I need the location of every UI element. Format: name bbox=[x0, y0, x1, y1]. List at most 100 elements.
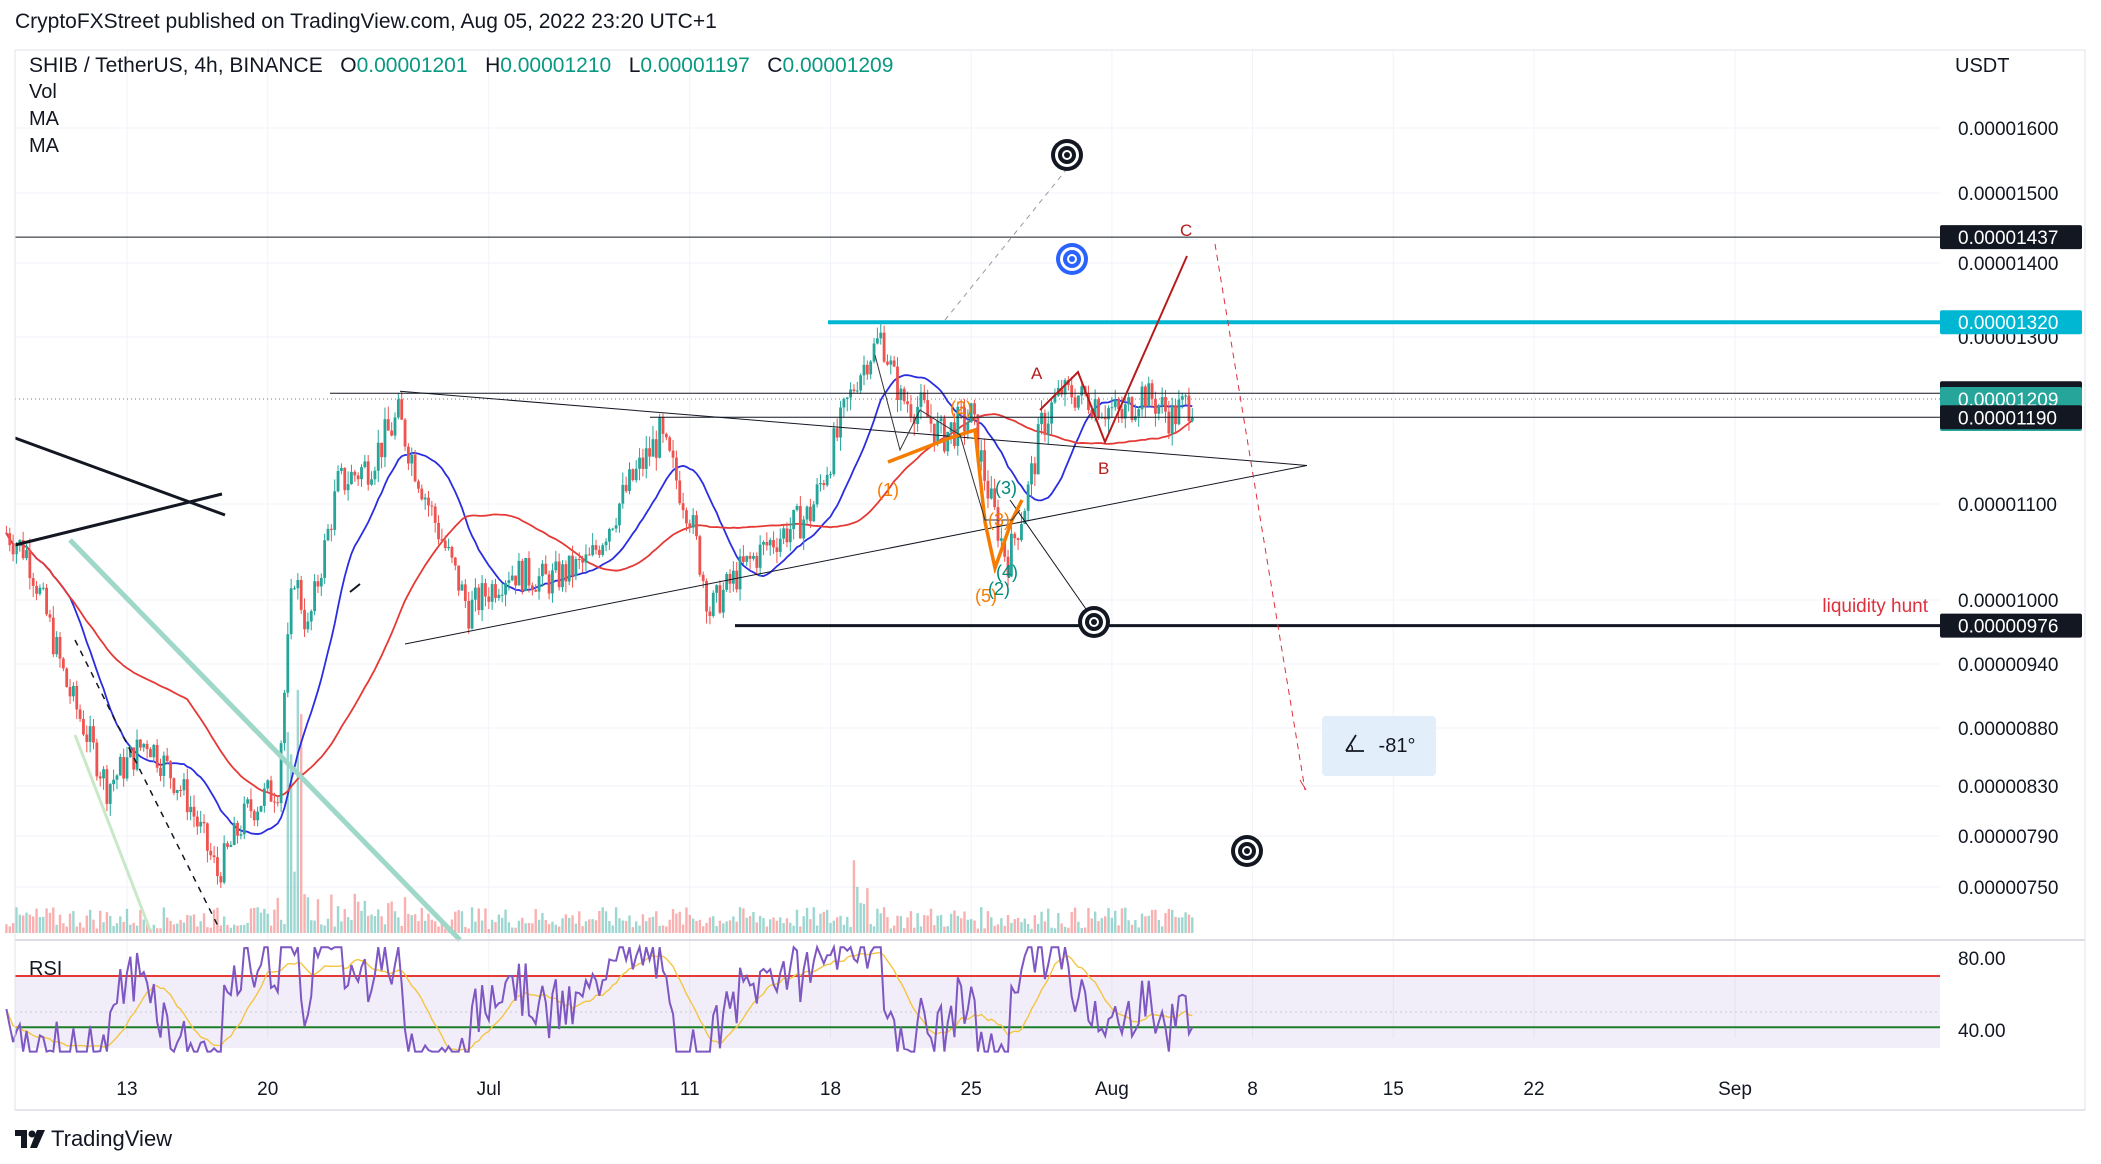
candle-body bbox=[1147, 383, 1151, 407]
candle-body bbox=[192, 806, 196, 817]
candle-body bbox=[983, 450, 986, 481]
volume-bar bbox=[722, 923, 725, 933]
volume-bar bbox=[601, 907, 604, 933]
volume-bar bbox=[980, 907, 983, 933]
candle-body bbox=[400, 399, 404, 420]
volume-bar bbox=[155, 928, 159, 933]
candle-body bbox=[742, 556, 745, 562]
candle-body bbox=[480, 583, 484, 611]
candle-body bbox=[430, 505, 434, 507]
candle-body bbox=[969, 403, 973, 423]
candle-body bbox=[959, 406, 963, 408]
volume-bar bbox=[326, 918, 330, 933]
volume-bar bbox=[1104, 916, 1107, 933]
candle-body bbox=[725, 573, 729, 590]
volume-bar bbox=[631, 927, 635, 933]
candle-body bbox=[611, 528, 615, 530]
volume-bar bbox=[340, 921, 343, 933]
volume-bar bbox=[62, 923, 65, 933]
candle-body bbox=[577, 558, 581, 560]
candle-body bbox=[1013, 533, 1017, 539]
candle-body bbox=[373, 470, 377, 480]
ma-fast-line bbox=[5, 374, 1193, 835]
volume-bar bbox=[949, 913, 953, 933]
volume-bar bbox=[115, 923, 119, 933]
candle-body bbox=[618, 503, 621, 526]
candle-body bbox=[380, 442, 383, 458]
candle-body bbox=[815, 484, 819, 505]
candle-body bbox=[306, 621, 310, 630]
tradingview-logo[interactable]: TradingView bbox=[15, 1126, 172, 1152]
volume-bar bbox=[397, 917, 400, 933]
volume-bar bbox=[420, 907, 423, 933]
candle-body bbox=[273, 801, 276, 803]
candle-body bbox=[159, 767, 162, 776]
volume-bar bbox=[507, 922, 511, 933]
volume-bar bbox=[675, 913, 678, 933]
candle-body bbox=[38, 587, 42, 594]
volume-bar bbox=[799, 926, 802, 933]
target-black-bottom-center bbox=[1244, 848, 1250, 854]
angle-tool-label[interactable]: -81° bbox=[1322, 716, 1436, 776]
candle-body bbox=[276, 802, 280, 804]
candle-body bbox=[21, 540, 25, 559]
candle-body bbox=[112, 779, 115, 785]
volume-bar bbox=[323, 925, 326, 933]
candle-body bbox=[122, 756, 126, 779]
volume-bar bbox=[1000, 918, 1003, 933]
candle-body bbox=[587, 554, 591, 556]
candle-body bbox=[453, 557, 457, 566]
volume-bar bbox=[1033, 915, 1037, 933]
candle-body bbox=[514, 575, 517, 586]
indicator-ma-2[interactable]: MA bbox=[29, 135, 59, 157]
candle-body bbox=[437, 522, 440, 540]
candle-body bbox=[1010, 533, 1013, 577]
candle-body bbox=[862, 364, 866, 376]
candle-body bbox=[691, 515, 695, 528]
candle-body bbox=[407, 446, 410, 464]
volume-bar bbox=[102, 922, 105, 933]
x-tick-label: 15 bbox=[1383, 1079, 1404, 1100]
volume-bar bbox=[758, 915, 762, 933]
volume-bar bbox=[336, 906, 340, 933]
volume-bar bbox=[316, 899, 320, 933]
triangle-upper bbox=[399, 390, 1308, 466]
volume-bar bbox=[541, 913, 544, 933]
x-tick-label: 13 bbox=[116, 1079, 137, 1100]
y-tick-label: 0.00000830 bbox=[1958, 777, 2058, 798]
candle-body bbox=[226, 843, 229, 847]
volume-bar bbox=[557, 926, 561, 933]
triangle-lower bbox=[404, 464, 1308, 645]
indicator-vol[interactable]: Vol bbox=[29, 81, 57, 103]
volume-bar bbox=[738, 907, 742, 933]
rsi-line bbox=[5, 943, 1194, 1054]
high-label: H bbox=[485, 54, 501, 77]
candle-body bbox=[490, 584, 494, 602]
candle-body bbox=[510, 575, 514, 581]
volume-bar bbox=[320, 924, 323, 933]
candle-body bbox=[711, 592, 715, 616]
symbol-label[interactable]: SHIB / TetherUS, 4h, BINANCE bbox=[29, 54, 323, 77]
volume-bar bbox=[490, 919, 494, 933]
candle-body bbox=[664, 433, 668, 438]
volume-bar bbox=[618, 918, 621, 933]
candle-body bbox=[336, 470, 340, 492]
candle-body bbox=[1137, 409, 1141, 417]
indicator-ma-1[interactable]: MA bbox=[29, 108, 59, 130]
volume-bar bbox=[829, 922, 832, 933]
price-badge-bg bbox=[1940, 310, 2082, 335]
candle-body bbox=[165, 755, 169, 762]
candle-body bbox=[996, 507, 1000, 541]
candle-body bbox=[1043, 412, 1047, 435]
volume-bar bbox=[1073, 907, 1077, 933]
candle-body bbox=[1023, 510, 1027, 524]
volume-bar bbox=[42, 916, 45, 933]
volume-bar bbox=[45, 908, 48, 933]
volume-bar bbox=[769, 919, 772, 933]
candle-body bbox=[45, 587, 48, 615]
volume-bar bbox=[527, 923, 531, 933]
candle-body bbox=[1140, 386, 1144, 410]
volume-bar bbox=[306, 897, 310, 933]
currency-label: USDT bbox=[1955, 55, 2009, 77]
